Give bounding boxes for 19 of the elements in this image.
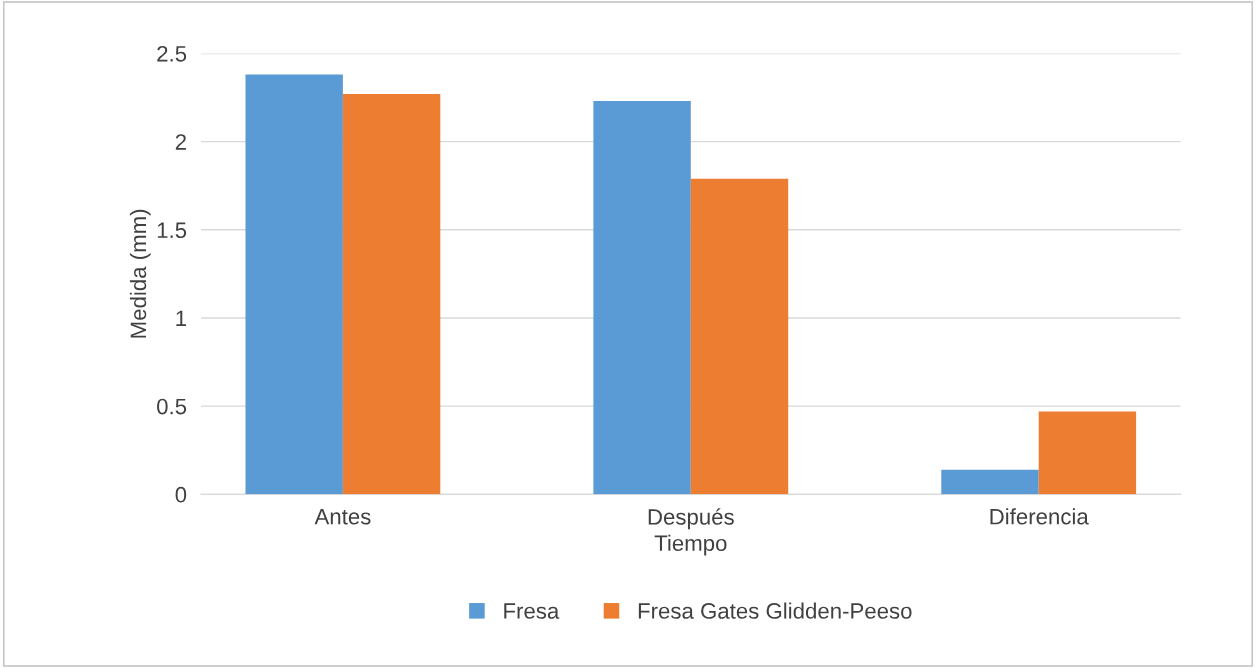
y-axis-title: Medida (mm) xyxy=(129,209,151,338)
y-tick-label: 1 xyxy=(176,310,186,327)
bar xyxy=(593,101,691,495)
bar xyxy=(245,74,343,495)
bar xyxy=(690,178,789,495)
bar xyxy=(941,469,1039,495)
x-tick-label: Diferencia xyxy=(990,508,1089,525)
x-tick-label: Después xyxy=(648,508,734,530)
bar xyxy=(342,94,441,495)
y-tick-label: 2 xyxy=(175,134,186,150)
x-axis-title: Tiempo xyxy=(654,534,727,556)
y-tick-label: 1.5 xyxy=(157,222,187,239)
x-tick-label: Antes xyxy=(314,509,371,525)
y-tick-label: 0.5 xyxy=(157,398,187,415)
legend-label: Fresa xyxy=(504,603,560,619)
y-tick-label: 0 xyxy=(175,486,187,503)
bar xyxy=(1038,411,1137,495)
y-tick-label: 2.5 xyxy=(157,45,187,62)
legend-label: Fresa Gates Glidden-Peeso xyxy=(638,602,912,619)
